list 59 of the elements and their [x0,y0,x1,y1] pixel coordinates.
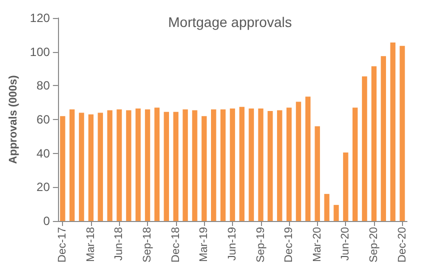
x-tick-label: Sep-19 [254,227,267,262]
bar [192,110,198,221]
x-tick-label: Sep-18 [142,227,154,262]
bar [268,111,273,221]
y-tick-label: 0 [43,214,50,228]
x-tick-label: Dec-20 [396,227,408,262]
x-tick-label: Dec-19 [283,227,296,262]
bar [154,108,160,221]
x-tick-label: Jun-19 [226,227,238,261]
bar [220,109,226,221]
bar [239,106,244,221]
bar [116,109,122,221]
x-tick-label: Dec-17 [56,227,69,262]
y-tick-label: 120 [30,11,50,25]
bar [258,108,264,221]
bar [107,110,112,221]
y-tick-label: 80 [36,78,50,93]
x-tick-label: Sep-20 [368,227,380,262]
bar [182,109,188,221]
bar [248,108,254,221]
bar [78,112,84,221]
bar [230,108,236,221]
y-tick-label: 100 [30,44,50,59]
bar [390,42,396,221]
bar [371,66,377,221]
y-tick-label: 60 [36,112,50,126]
y-tick-label: 20 [36,180,50,194]
bar [173,112,178,221]
bar [277,110,282,221]
bar [286,108,292,221]
bar [334,204,339,221]
bar [314,126,320,221]
bar [136,108,141,221]
bar [98,112,103,221]
x-tick-label: Jun-18 [113,227,126,261]
bar [400,46,405,221]
x-tick-label: Dec-18 [170,227,182,262]
chart-title: Mortgage approvals [168,14,292,30]
bar [352,108,358,221]
bar [88,114,94,221]
bar [343,152,348,221]
x-tick-label: Mar-18 [84,227,97,262]
bar [305,96,311,221]
x-tick-label: Mar-19 [198,227,210,262]
bar [324,194,330,221]
y-tick-label: 40 [36,146,50,160]
bar [202,116,207,221]
bar [164,112,170,221]
bar [362,76,368,221]
bar [60,116,66,221]
bar [296,102,302,221]
bar [380,56,386,221]
x-tick-label: Mar-20 [311,227,324,262]
y-axis-title: Approvals (000s) [8,74,20,164]
bar [69,109,75,221]
bar [144,109,150,221]
bar [210,109,216,221]
bar [126,110,132,221]
x-tick-label: Jun-20 [340,227,352,261]
